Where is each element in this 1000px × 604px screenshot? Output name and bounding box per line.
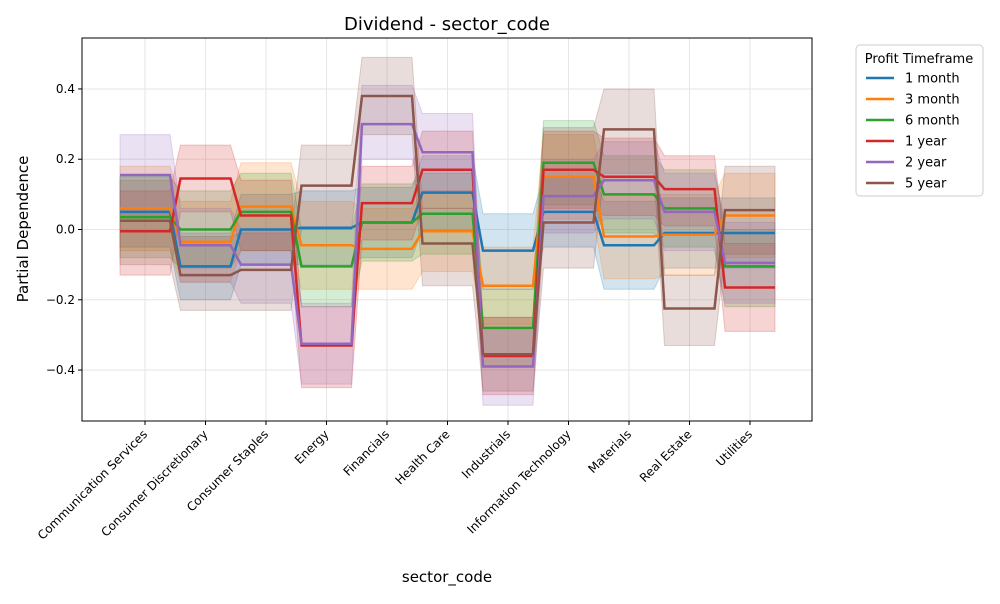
legend-label-1-year: 1 year [905,135,947,150]
y-tick-label: −0.4 [46,363,75,377]
chart-title: Dividend - sector_code [344,14,550,35]
legend-label-1-month: 1 month [905,72,960,87]
y-tick-label: 0.2 [56,152,75,166]
legend-label-6-month: 6 month [905,114,960,129]
legend-title: Profit Timeframe [865,52,973,67]
legend: Profit Timeframe 1 month 3 month 6 month 1 … [856,45,983,196]
legend-label-5-year: 5 year [905,177,947,192]
x-axis-label: sector_code [402,568,492,587]
legend-label-3-month: 3 month [905,93,960,108]
y-tick-label: 0.4 [56,82,75,96]
y-tick-label: −0.2 [46,293,75,307]
legend-label-2-year: 2 year [905,156,947,171]
y-axis-label: Partial Dependence [14,156,32,303]
y-tick-label: 0.0 [56,223,75,237]
